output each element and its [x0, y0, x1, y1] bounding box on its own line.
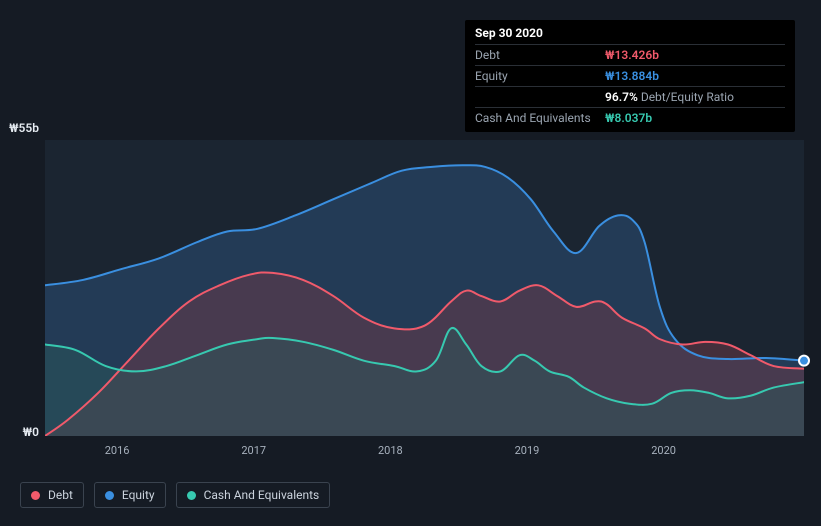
legend-item-cash-and-equivalents[interactable]: Cash And Equivalents: [176, 482, 331, 508]
chart-legend: Debt Equity Cash And Equivalents: [20, 482, 330, 508]
legend-swatch: [105, 491, 114, 500]
y-axis-tick: ₩0: [23, 425, 40, 439]
series-end-marker: [799, 356, 809, 366]
legend-item-equity[interactable]: Equity: [94, 482, 166, 508]
x-axis-tick: 2020: [651, 444, 676, 457]
legend-item-debt[interactable]: Debt: [20, 482, 84, 508]
x-axis-tick: 2018: [378, 444, 403, 457]
legend-label: Cash And Equivalents: [204, 488, 320, 502]
y-axis-tick: ₩55b: [9, 121, 39, 135]
legend-label: Debt: [48, 488, 73, 502]
x-axis-tick: 2019: [515, 444, 540, 457]
legend-swatch: [31, 491, 40, 500]
x-axis-tick: 2017: [241, 444, 266, 457]
debt-equity-chart: ₩55b ₩0 2016 2017 2018 2019 2020: [0, 0, 821, 526]
legend-swatch: [187, 491, 196, 500]
legend-label: Equity: [122, 488, 155, 502]
x-axis-tick: 2016: [105, 444, 130, 457]
